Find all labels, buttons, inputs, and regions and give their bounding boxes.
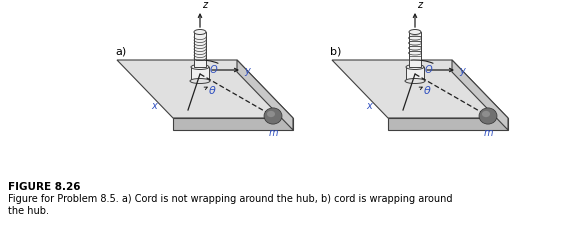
- Text: θ: θ: [424, 86, 430, 96]
- Ellipse shape: [406, 65, 424, 70]
- Ellipse shape: [194, 30, 206, 35]
- Ellipse shape: [190, 79, 210, 84]
- Text: θ: θ: [209, 86, 216, 96]
- Polygon shape: [388, 119, 508, 131]
- Text: m: m: [268, 128, 278, 137]
- Ellipse shape: [409, 30, 421, 35]
- Text: FIGURE 8.26: FIGURE 8.26: [8, 181, 81, 191]
- Text: O: O: [425, 65, 432, 75]
- Bar: [409, 33, 421, 68]
- Text: y: y: [459, 66, 464, 76]
- Ellipse shape: [267, 111, 275, 118]
- Text: b): b): [330, 46, 341, 56]
- Polygon shape: [237, 61, 293, 131]
- Ellipse shape: [264, 108, 282, 125]
- Ellipse shape: [479, 108, 497, 125]
- Polygon shape: [173, 119, 293, 131]
- Polygon shape: [332, 61, 508, 119]
- Bar: [191, 68, 209, 82]
- Bar: [194, 33, 206, 68]
- Text: x: x: [366, 100, 372, 110]
- Text: z: z: [417, 0, 422, 10]
- Text: y: y: [244, 66, 250, 76]
- Text: z: z: [202, 0, 207, 10]
- Polygon shape: [117, 61, 293, 119]
- Ellipse shape: [405, 79, 425, 84]
- Text: Figure for Problem 8.5. a) Cord is not wrapping around the hub, b) cord is wrapp: Figure for Problem 8.5. a) Cord is not w…: [8, 193, 452, 203]
- Text: x: x: [151, 100, 157, 110]
- Text: O: O: [210, 65, 217, 75]
- Ellipse shape: [482, 111, 490, 118]
- Text: m: m: [483, 128, 492, 137]
- Polygon shape: [452, 61, 508, 131]
- Text: a): a): [115, 46, 126, 56]
- Ellipse shape: [191, 65, 209, 70]
- Bar: [406, 68, 424, 82]
- Text: the hub.: the hub.: [8, 205, 49, 215]
